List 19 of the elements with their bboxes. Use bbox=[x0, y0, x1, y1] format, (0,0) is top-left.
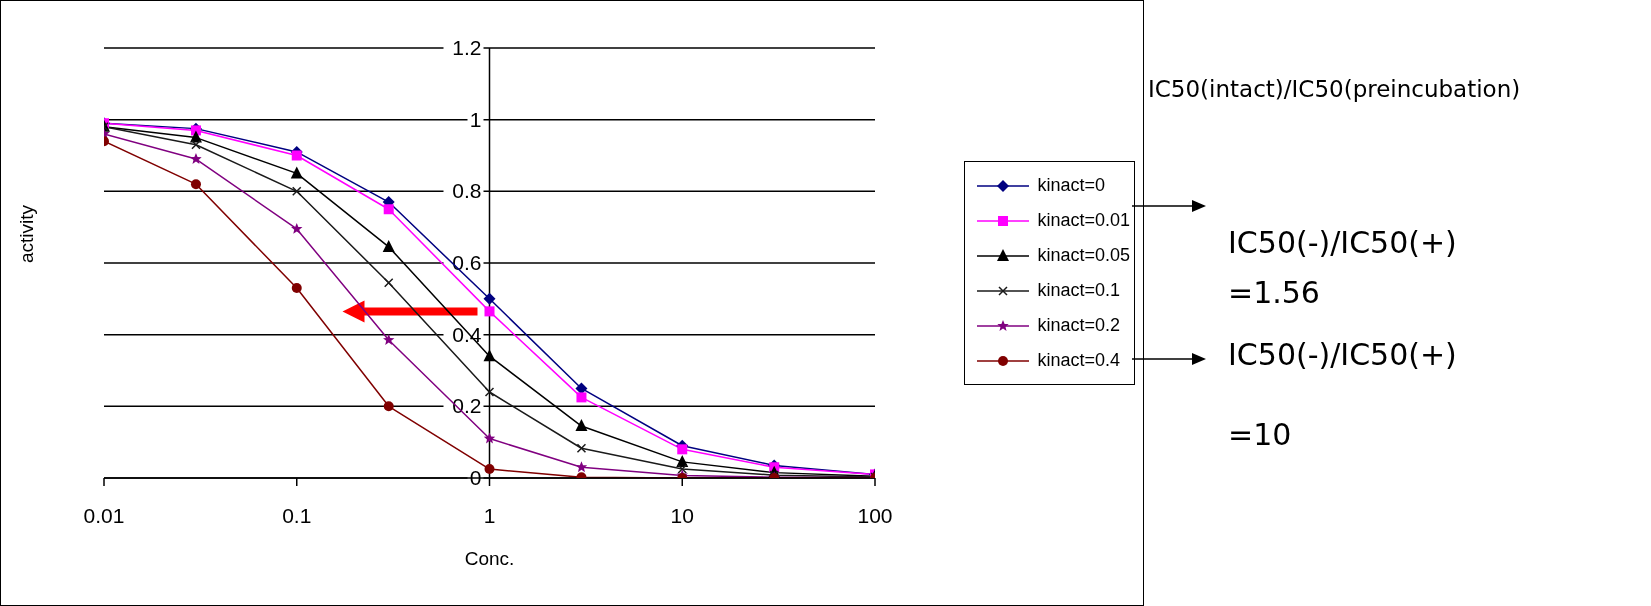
text: IC50(-)/IC50(+) =1.56 bbox=[1228, 224, 1457, 312]
y-tick-label: 0.8 bbox=[452, 179, 482, 203]
x-tick-label: 0.01 bbox=[83, 503, 125, 527]
y-tick-label: 1 bbox=[469, 107, 482, 131]
y-axis-title: activity bbox=[15, 204, 37, 263]
y-tick-label: 1.2 bbox=[452, 36, 482, 59]
x-tick-label: 100 bbox=[857, 503, 893, 527]
legend-label: kinact=0.4 bbox=[1037, 350, 1120, 371]
y-tick-label: 0.6 bbox=[452, 251, 482, 274]
text: IC50(intact)/IC50(preincubation) bbox=[1148, 76, 1521, 102]
legend-label: kinact=0.05 bbox=[1037, 245, 1130, 266]
legend-label: kinact=0.01 bbox=[1037, 210, 1130, 231]
legend-label: kinact=0.2 bbox=[1037, 315, 1120, 336]
text: IC50(-)/IC50(+) =10 bbox=[1228, 337, 1457, 452]
legend-label: kinact=0.1 bbox=[1037, 280, 1120, 301]
x-tick-label: 10 bbox=[670, 503, 694, 527]
x-axis-title: Conc. bbox=[464, 548, 515, 569]
x-tick-label: 0.1 bbox=[282, 503, 312, 527]
legend-label: kinact=0 bbox=[1037, 175, 1105, 196]
